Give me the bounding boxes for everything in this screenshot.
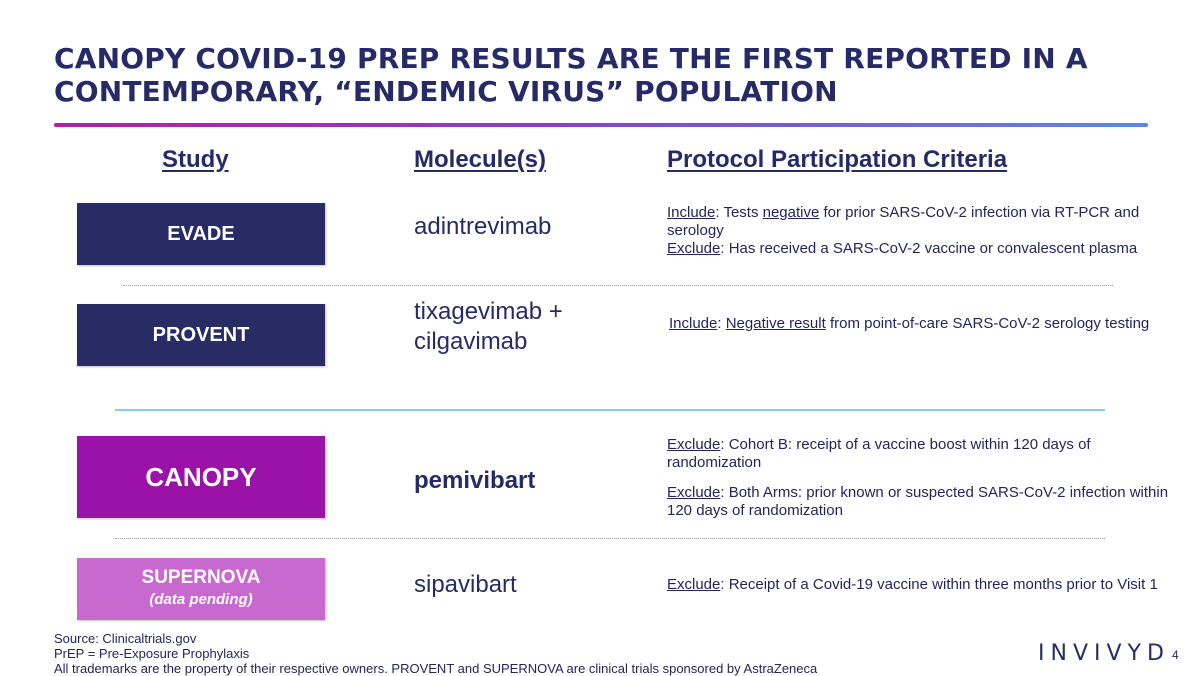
criteria-evade: Include: Tests negative for prior SARS-C… (667, 204, 1167, 258)
company-logo: INVIVYD (1038, 641, 1170, 666)
criteria-keyword: Negative result (725, 315, 826, 332)
page-title: CANOPY COVID-19 PREP RESULTS ARE THE FIR… (54, 42, 1088, 108)
criteria-text: for prior SARS-CoV-2 infection via RT-PC… (667, 204, 1140, 239)
section-divider (115, 409, 1105, 411)
footnote-prep: PrEP = Pre-Exposure Prophylaxis (54, 646, 250, 661)
row-divider (123, 285, 1113, 286)
molecule-provent: tixagevimab + cilgavimab (414, 297, 563, 357)
study-box-supernova: SUPERNOVA (data pending) (77, 558, 325, 620)
study-box-provent: PROVENT (77, 304, 325, 366)
study-label: SUPERNOVA (141, 567, 261, 588)
title-divider (54, 123, 1148, 127)
criteria-exclude-line: Exclude: Cohort B: receipt of a vaccine … (667, 436, 1182, 472)
molecule-supernova: sipavibart (414, 571, 517, 598)
study-box-canopy: CANOPY (77, 436, 325, 518)
exclude-label: Exclude (667, 576, 721, 593)
footnote-source: Source: Clinicaltrials.gov (54, 631, 197, 646)
exclude-label: Exclude (667, 436, 721, 453)
row-divider (115, 538, 1105, 539)
criteria-text: from point-of-care SARS-CoV-2 serology t… (825, 315, 1150, 332)
study-label: EVADE (167, 222, 235, 245)
include-label: Include (669, 315, 718, 332)
criteria-canopy: Exclude: Cohort B: receipt of a vaccine … (667, 436, 1182, 520)
criteria-text: : Both Arms: prior known or suspected SA… (667, 484, 1169, 519)
molecule-canopy: pemivibart (414, 467, 536, 494)
criteria-text: : Receipt of a Covid-19 vaccine within t… (720, 576, 1158, 593)
exclude-label: Exclude (667, 240, 721, 257)
study-label: PROVENT (152, 323, 250, 346)
study-note: (data pending) (149, 591, 253, 608)
study-box-evade: EVADE (77, 203, 325, 265)
page-number: 4 (1172, 648, 1179, 662)
molecule-line: tixagevimab + (414, 298, 563, 325)
criteria-include-line: Include: Tests negative for prior SARS-C… (667, 204, 1167, 240)
column-header-molecules: Molecule(s) (414, 146, 547, 173)
criteria-exclude-line: Exclude: Both Arms: prior known or suspe… (667, 484, 1182, 520)
column-header-criteria: Protocol Participation Criteria (667, 146, 1008, 173)
criteria-text: : Cohort B: receipt of a vaccine boost w… (667, 436, 1091, 471)
criteria-exclude-line: Exclude: Has received a SARS-CoV-2 vacci… (667, 240, 1167, 258)
criteria-supernova: Exclude: Receipt of a Covid-19 vaccine w… (667, 576, 1182, 594)
criteria-text: : Has received a SARS-CoV-2 vaccine or c… (720, 240, 1138, 257)
column-header-study: Study (162, 146, 229, 173)
molecule-line: cilgavimab (414, 328, 528, 355)
include-label: Include (667, 204, 716, 221)
criteria-provent: Include: Negative result from point-of-c… (669, 315, 1179, 333)
molecule-evade: adintrevimab (414, 213, 552, 240)
criteria-keyword: negative (762, 204, 820, 221)
exclude-label: Exclude (667, 484, 721, 501)
footnote-trademarks: All trademarks are the property of their… (54, 661, 818, 676)
study-label: CANOPY (145, 461, 257, 492)
criteria-text: : Tests (715, 204, 763, 221)
criteria-text: : (717, 315, 726, 332)
